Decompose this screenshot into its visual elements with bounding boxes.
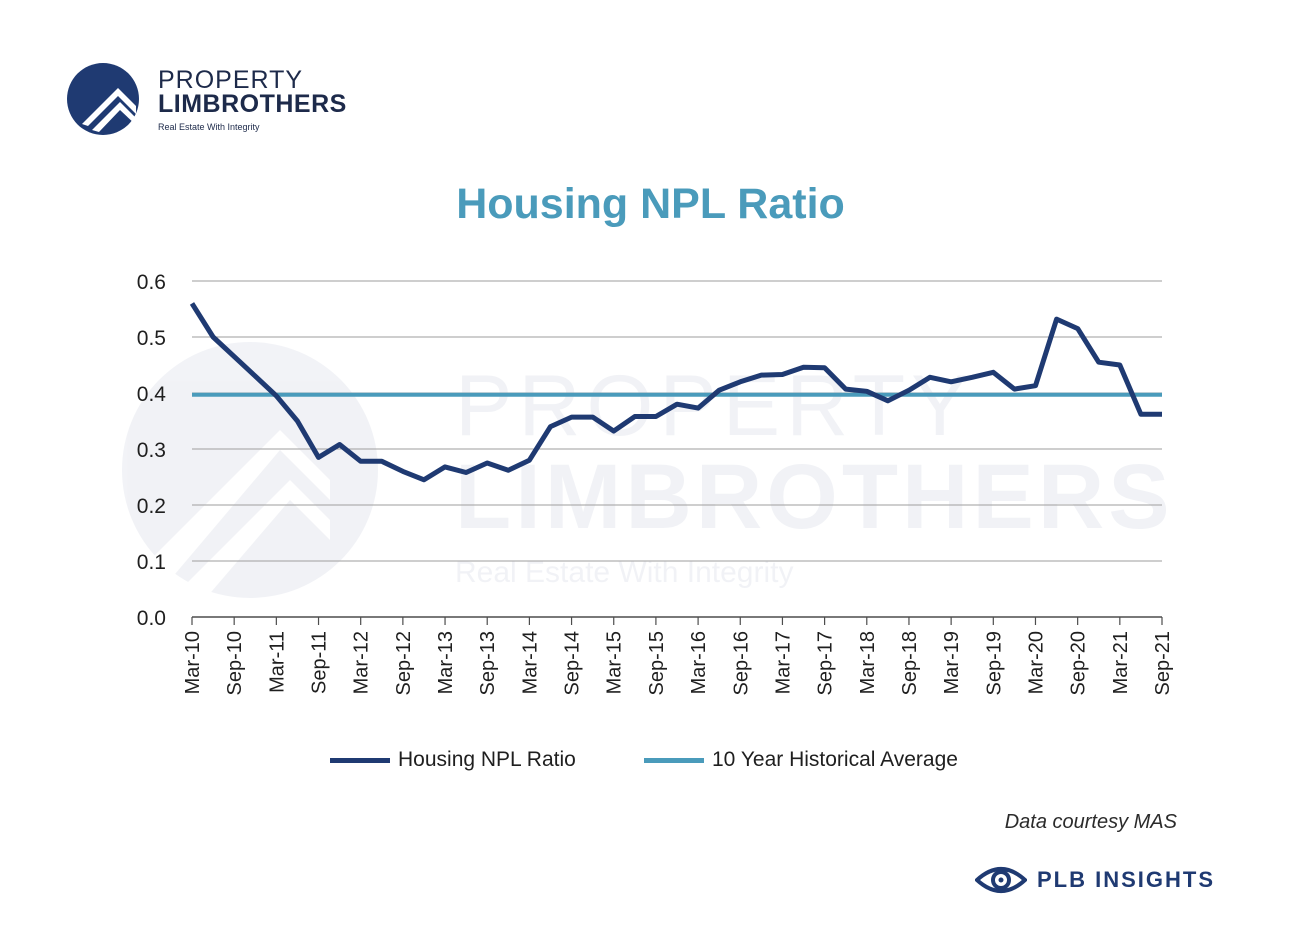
x-tick-label: Mar-18 [857, 631, 879, 694]
svg-text:PROPERTY: PROPERTY [455, 358, 975, 454]
x-tick-label: Mar-15 [604, 631, 626, 694]
chart-title: Housing NPL Ratio [456, 180, 845, 228]
x-tick-label: Mar-21 [1110, 631, 1132, 694]
x-axis-ticks: Mar-10 Sep-10 Mar-11 Sep-11 Mar-12 Sep-12 Mar-… [182, 617, 1174, 696]
legend-label-historical-average: 10 Year Historical Average [712, 748, 958, 771]
svg-text:LIMBROTHERS: LIMBROTHERS [455, 446, 1174, 548]
x-tick-label: Sep-12 [393, 631, 415, 696]
watermark: PROPERTY LIMBROTHERS Real Estate With In… [122, 342, 1174, 605]
x-tick-label: Sep-17 [815, 631, 837, 696]
x-tick-label: Mar-12 [351, 631, 373, 694]
y-tick-label: 0.2 [137, 495, 166, 518]
legend-item-npl-ratio: Housing NPL Ratio [330, 745, 576, 775]
y-tick-label: 0.4 [137, 383, 167, 406]
x-tick-label: Sep-14 [562, 631, 584, 696]
x-tick-label: Sep-19 [983, 631, 1005, 696]
legend-item-historical-average: 10 Year Historical Average [644, 745, 958, 775]
y-tick-label: 0.6 [137, 271, 166, 294]
y-tick-label: 0.5 [137, 327, 166, 350]
logo-text-property: PROPERTY [158, 66, 304, 94]
x-tick-label: Sep-18 [899, 631, 921, 696]
x-tick-label: Sep-21 [1152, 631, 1174, 696]
logo-text-limbrothers: LIMBROTHERS [158, 90, 347, 118]
legend-swatch-npl-ratio [330, 757, 390, 763]
y-tick-label: 0.3 [137, 439, 166, 462]
plb-insights-brand: PLB INSIGHTS [975, 862, 1215, 898]
x-tick-label: Sep-16 [730, 631, 752, 696]
x-tick-label: Mar-13 [435, 631, 457, 694]
series-lines [189, 302, 1162, 483]
brand-label: PLB INSIGHTS [1037, 867, 1216, 892]
y-tick-label: 0.0 [137, 607, 166, 630]
x-tick-label: Mar-16 [688, 631, 710, 694]
x-tick-label: Mar-11 [266, 631, 288, 693]
x-tick-label: Sep-15 [646, 631, 668, 696]
company-logo: PROPERTY LIMBROTHERS Real Estate With In… [66, 62, 386, 142]
series-line-npl-ratio [189, 302, 1162, 483]
x-tick-label: Sep-20 [1068, 631, 1090, 696]
x-tick-label: Sep-10 [224, 631, 246, 696]
x-tick-label: Sep-13 [477, 631, 499, 696]
legend-swatch-historical-average [644, 757, 704, 763]
logo-tagline: Real Estate With Integrity [158, 122, 260, 132]
data-source-note: Data courtesy MAS [1004, 811, 1177, 833]
y-tick-label: 0.1 [137, 551, 166, 574]
x-tick-label: Mar-14 [519, 631, 541, 694]
eye-icon [975, 867, 1027, 893]
x-tick-label: Mar-10 [182, 631, 204, 694]
x-tick-label: Sep-11 [309, 631, 331, 694]
x-tick-label: Mar-19 [941, 631, 963, 694]
x-tick-label: Mar-17 [772, 631, 794, 694]
x-tick-label: Mar-20 [1025, 631, 1047, 694]
house-logo-icon [67, 63, 139, 135]
legend-label-npl-ratio: Housing NPL Ratio [398, 748, 576, 771]
y-axis-ticks: 0.0 0.1 0.2 0.3 0.4 0.5 0.6 [137, 271, 167, 630]
